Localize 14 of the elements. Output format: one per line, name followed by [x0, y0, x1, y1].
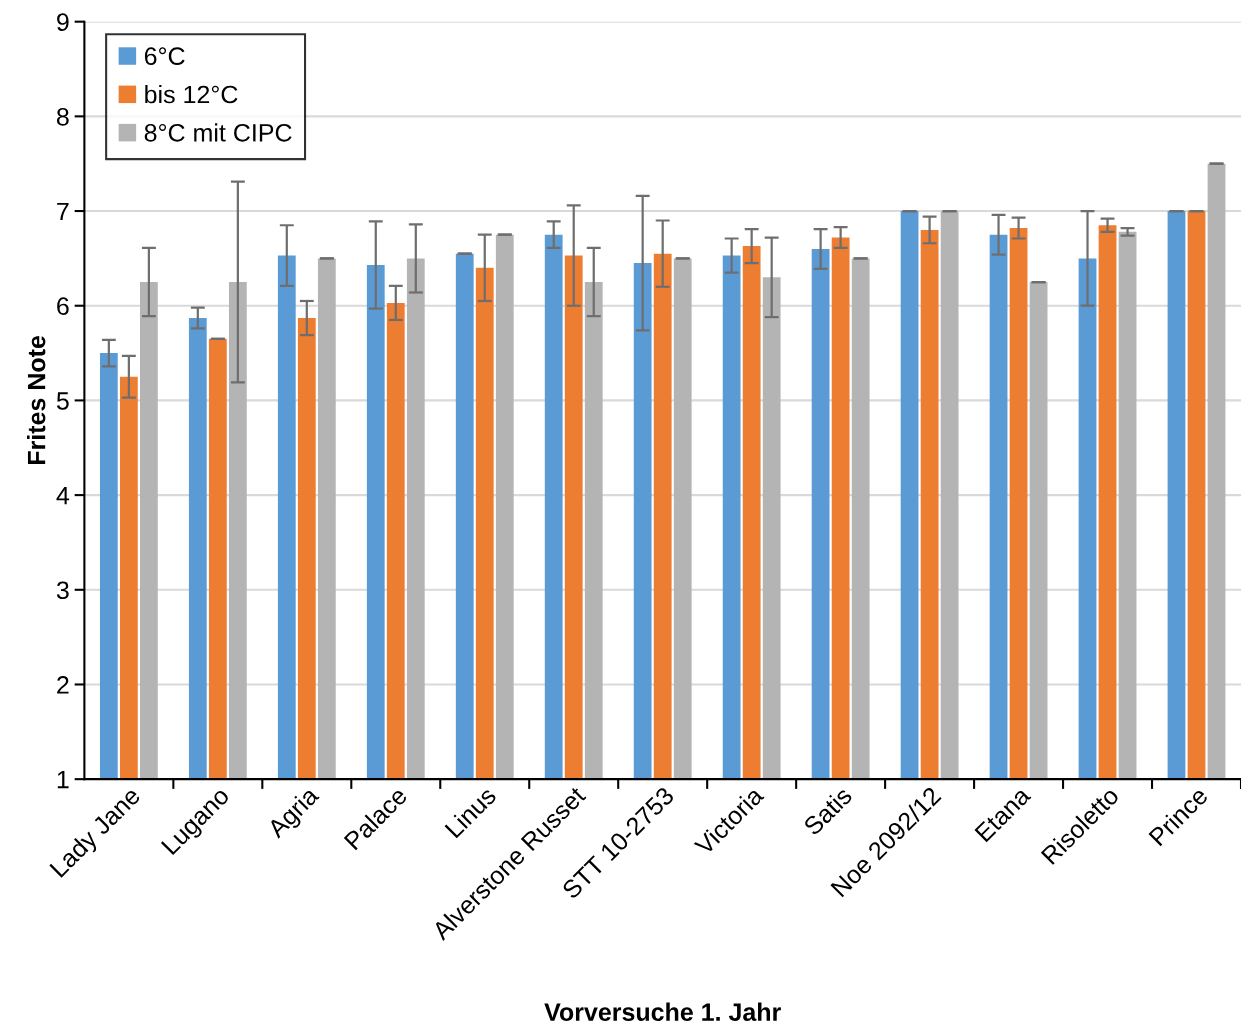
legend-label: 6°C	[144, 47, 185, 66]
y-tick-label: 9	[57, 13, 69, 31]
y-axis-title: Frites Note	[27, 335, 46, 465]
legend-label: bis 12°C	[145, 84, 238, 104]
y-tick-label: 6	[57, 297, 69, 316]
y-tick-label: 3	[56, 581, 69, 600]
y-tick-label: 5	[56, 392, 69, 410]
x-axis-title: Vorversuche 1. Jahr	[544, 1002, 781, 1021]
y-tick-label: 4	[56, 486, 70, 505]
y-tick-label: 2	[57, 676, 69, 694]
y-tick-label: 8	[56, 107, 69, 126]
y-tick-label: 7	[57, 202, 69, 221]
y-tick-label: 1	[57, 771, 69, 789]
legend-label: 8°C mit CIPC	[144, 123, 292, 142]
